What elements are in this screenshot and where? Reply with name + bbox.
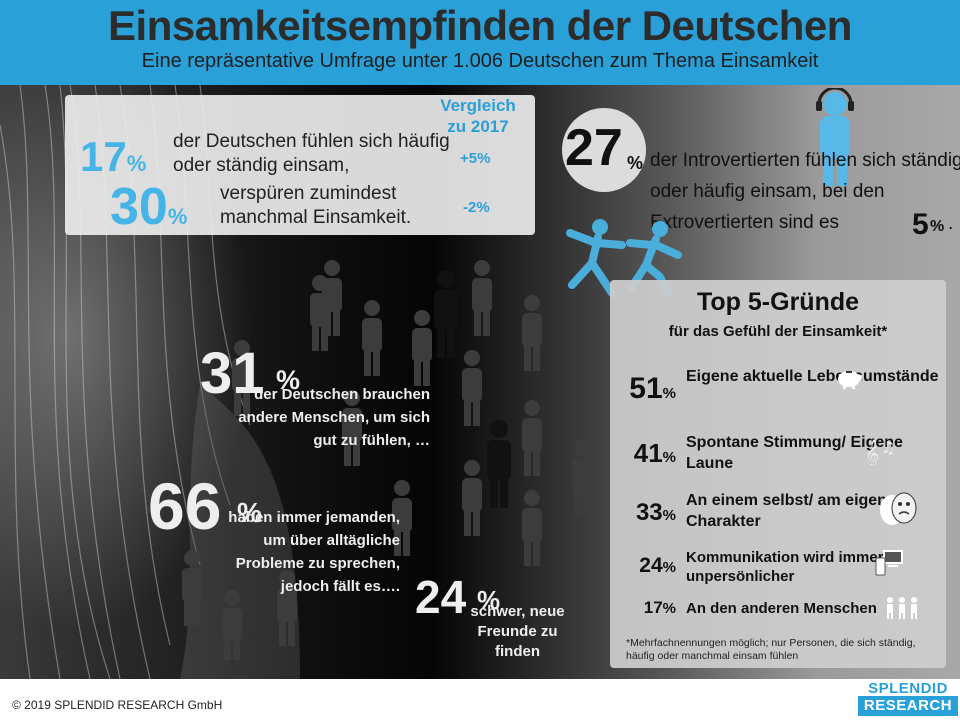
stat-24-text: schwer, neue Freunde zu finden — [470, 603, 565, 660]
extrovert-unit: % — [930, 218, 945, 235]
people-group-icon — [887, 597, 917, 619]
stat-66-unit: % — [237, 497, 262, 528]
svg-text:♫: ♫ — [881, 438, 895, 457]
introvert-circle — [562, 108, 646, 192]
stat-31-text: der Deutschen brauchen andere Menschen, … — [238, 386, 430, 449]
music-notes-icon: 𝄞 ♫ — [865, 438, 895, 465]
stat-17-value: 17% — [80, 133, 147, 180]
stat-17-text: der Deutschen fühlen sich häufig oder st… — [173, 131, 450, 176]
theater-masks-icon — [880, 492, 917, 525]
reason-4-label: Kommunikation wird immer unpersönlicher — [686, 549, 884, 585]
stat-66-text: haben immer jemanden, um über alltäglich… — [228, 509, 400, 595]
reason-2-label: Spontane Stimmung/ Eigene Laune — [686, 434, 903, 472]
svg-text:𝄞: 𝄞 — [865, 439, 879, 465]
devices-icon — [875, 550, 903, 576]
stat-66-value: 66 — [148, 469, 222, 543]
stat-24-unit: % — [477, 585, 501, 615]
reason-3-value: 33% — [635, 499, 676, 526]
comparison-header: Vergleich zu 2017 — [440, 96, 516, 136]
logo-text-bottom: RESEARCH — [858, 696, 958, 716]
extrovert-value: 5 — [912, 208, 929, 241]
page-subtitle: Eine repräsentative Umfrage unter 1.006 … — [141, 50, 819, 72]
reason-2-value: 41% — [633, 438, 676, 468]
comparison-change-1: +5% — [460, 150, 491, 167]
introvert-end: . — [948, 213, 954, 234]
introvert-value: 27 — [565, 119, 623, 177]
crowd-silhouettes — [182, 260, 592, 660]
logo-text-top: SPLENDID — [868, 680, 948, 697]
copyright-text: © 2019 SPLENDID RESEARCH GmbH — [12, 698, 223, 712]
piggy-bank-icon — [838, 371, 862, 389]
footer — [0, 679, 960, 720]
comparison-box: 17% der Deutschen fühlen sich häufig ode… — [65, 95, 535, 236]
stat-31-value: 31 — [200, 341, 265, 406]
top5-footnote: *Mehrfachnennungen möglich; nur Personen… — [626, 637, 916, 662]
stat-24-value: 24 — [415, 571, 467, 623]
stat-30-text: verspüren zumindest manchmal Einsamkeit. — [220, 183, 412, 228]
headphones-person-icon — [816, 88, 854, 186]
reason-4-value: 24% — [639, 554, 676, 577]
page-title: Einsamkeitsempfinden der Deutschen — [108, 2, 852, 49]
comparison-change-2: -2% — [463, 199, 490, 216]
top5-title: Top 5-Gründe — [696, 288, 860, 316]
reason-5-label: An den anderen Menschen — [686, 600, 877, 617]
dancing-people-icon — [566, 219, 682, 297]
top5-reasons-box: Top 5-Gründe für das Gefühl der Einsamke… — [610, 280, 946, 668]
introvert-unit: % — [627, 153, 644, 173]
company-logo: SPLENDID RESEARCH — [858, 678, 958, 718]
reason-1-label: Eigene aktuelle Lebensumstände — [686, 368, 939, 385]
header-bar — [0, 0, 960, 85]
stat-31-unit: % — [276, 365, 301, 395]
reason-3-label: An einem selbst/ am eigenen Charakter — [686, 492, 906, 530]
reason-5-value: 17% — [643, 598, 676, 617]
reason-1-value: 51% — [629, 372, 676, 405]
top5-subtitle: für das Gefühl der Einsamkeit* — [668, 323, 888, 340]
introvert-text: der Introvertierten fühlen sich ständig … — [650, 150, 960, 233]
stat-30-value: 30% — [110, 178, 188, 236]
